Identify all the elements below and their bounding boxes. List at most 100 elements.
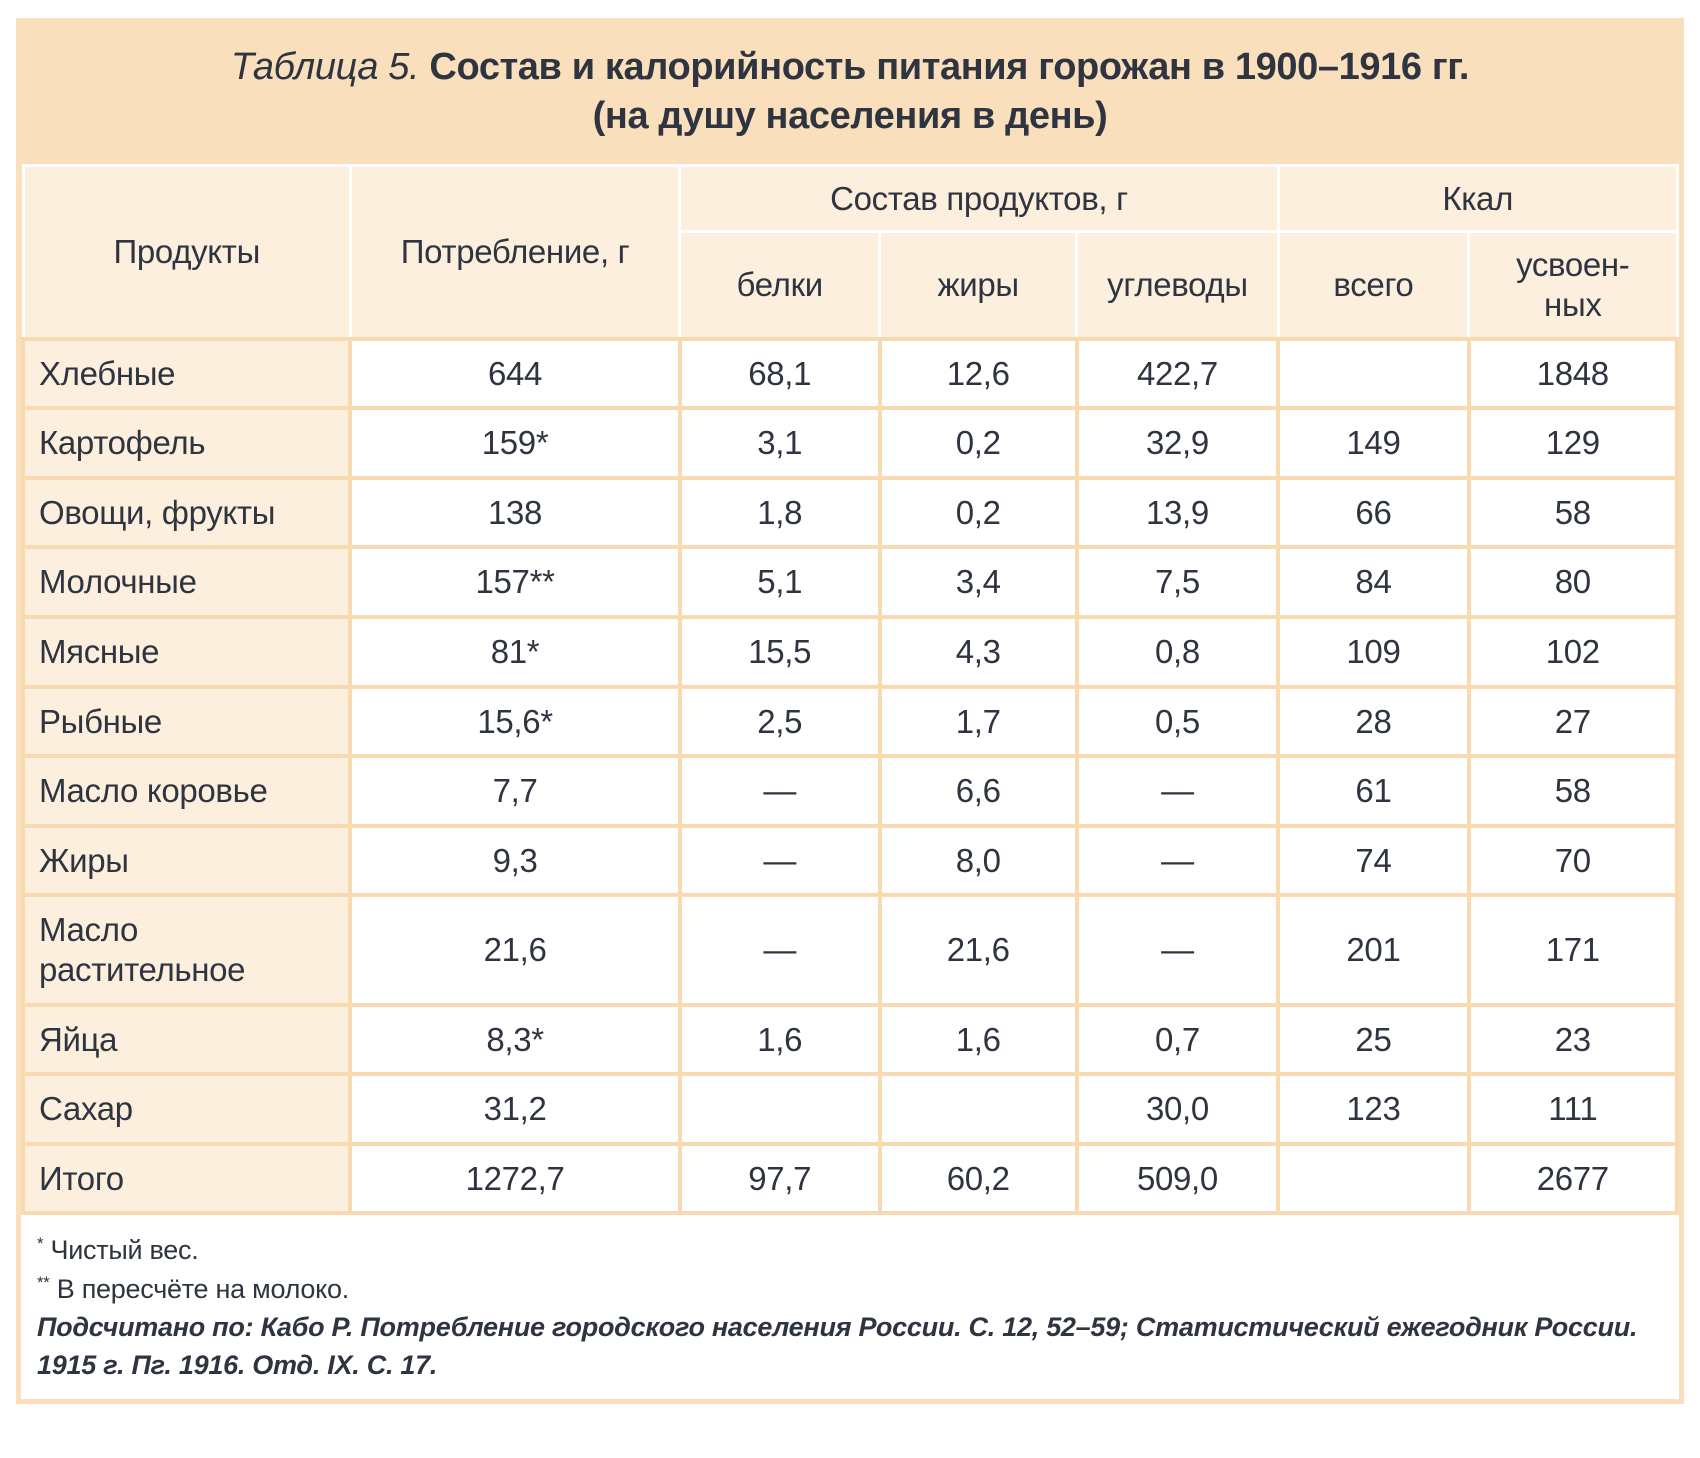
cell-consumption: 31,2 — [348, 1072, 682, 1146]
cell-consumption: 157** — [348, 545, 682, 619]
header-carbs: углеводы — [1075, 230, 1280, 341]
cell-product: Хлебные — [20, 336, 353, 411]
cell-kcal-absorbed: 171 — [1466, 893, 1680, 1007]
cell-fats: 60,2 — [877, 1141, 1079, 1216]
cell-carbs: 32,9 — [1074, 406, 1281, 480]
cell-kcal-total: 28 — [1276, 684, 1471, 759]
cell-kcal-total — [1276, 336, 1471, 411]
cell-consumption: 15,6* — [348, 684, 682, 759]
footnote-marker: * — [37, 1234, 44, 1254]
cell-carbs: 0,8 — [1074, 614, 1281, 689]
cell-fats: 12,6 — [877, 336, 1079, 411]
header-products: Продукты — [21, 163, 352, 341]
table-card: Таблица 5. Состав и калорийность питания… — [16, 18, 1684, 1404]
cell-proteins: 15,5 — [677, 614, 882, 689]
cell-kcal-total: 109 — [1276, 614, 1471, 689]
footnote-milk-equivalent: ** В пересчёте на молоко. — [37, 1270, 1663, 1308]
table-row: Картофель 159* 3,1 0,2 32,9 149 129 — [20, 406, 1680, 480]
header-composition-group: Состав продуктов, г — [678, 163, 1280, 234]
table-row: Итого 1272,7 97,7 60,2 509,0 2677 — [20, 1141, 1680, 1216]
table-row: Хлебные 644 68,1 12,6 422,7 1848 — [20, 336, 1680, 411]
cell-carbs: 30,0 — [1074, 1072, 1281, 1146]
cell-carbs: — — [1074, 893, 1281, 1007]
cell-consumption: 138 — [348, 475, 682, 550]
cell-proteins: 2,5 — [677, 684, 882, 759]
cell-kcal-absorbed: 102 — [1466, 614, 1680, 689]
cell-fats: 21,6 — [877, 893, 1079, 1007]
cell-carbs: 509,0 — [1074, 1141, 1281, 1216]
cell-consumption: 1272,7 — [348, 1141, 682, 1216]
cell-proteins: — — [677, 823, 882, 898]
cell-kcal-absorbed: 70 — [1466, 823, 1680, 898]
header-row-groups: Продукты Потребление, г Состав продуктов… — [21, 163, 1679, 341]
cell-carbs: 13,9 — [1074, 475, 1281, 550]
cell-kcal-total: 201 — [1276, 893, 1471, 1007]
cell-fats: 0,2 — [877, 406, 1079, 480]
table-number: Таблица 5. — [230, 46, 420, 88]
table-row: Рыбные 15,6* 2,5 1,7 0,5 28 27 — [20, 684, 1680, 759]
cell-carbs: 0,5 — [1074, 684, 1281, 759]
cell-product: Сахар — [20, 1072, 353, 1146]
cell-product: Итого — [20, 1141, 353, 1216]
cell-kcal-absorbed: 58 — [1466, 754, 1680, 828]
cell-kcal-total: 74 — [1276, 823, 1471, 898]
cell-fats: 3,4 — [877, 545, 1079, 619]
cell-kcal-total: 25 — [1276, 1002, 1471, 1077]
footnote-marker: ** — [37, 1272, 50, 1292]
table-row: Яйца 8,3* 1,6 1,6 0,7 25 23 — [20, 1002, 1680, 1077]
cell-consumption: 8,3* — [348, 1002, 682, 1077]
cell-fats: 4,3 — [877, 614, 1079, 689]
cell-proteins — [677, 1072, 882, 1146]
table-row: Сахар 31,2 30,0 123 111 — [20, 1072, 1680, 1146]
cell-carbs: 0,7 — [1074, 1002, 1281, 1077]
cell-product: Мясные — [20, 614, 353, 689]
cell-proteins: 3,1 — [677, 406, 882, 480]
cell-fats: 6,6 — [877, 754, 1079, 828]
cell-kcal-total: 84 — [1276, 545, 1471, 619]
cell-carbs: 422,7 — [1074, 336, 1281, 411]
cell-kcal-total: 61 — [1276, 754, 1471, 828]
cell-consumption: 7,7 — [348, 754, 682, 828]
cell-kcal-absorbed: 2677 — [1466, 1141, 1680, 1216]
cell-carbs: 7,5 — [1074, 545, 1281, 619]
cell-product: Молочные — [20, 545, 353, 619]
cell-kcal-total — [1276, 1141, 1471, 1216]
cell-proteins: 1,8 — [677, 475, 882, 550]
cell-consumption: 644 — [348, 336, 682, 411]
cell-proteins: 1,6 — [677, 1002, 882, 1077]
cell-fats: 0,2 — [877, 475, 1079, 550]
header-proteins: белки — [678, 230, 882, 341]
cell-product: Картофель — [20, 406, 353, 480]
cell-kcal-absorbed: 1848 — [1466, 336, 1680, 411]
nutrition-table: Продукты Потребление, г Состав продуктов… — [20, 163, 1680, 1216]
cell-fats — [877, 1072, 1079, 1146]
cell-carbs: — — [1074, 754, 1281, 828]
cell-kcal-total: 123 — [1276, 1072, 1471, 1146]
cell-proteins: — — [677, 754, 882, 828]
cell-fats: 8,0 — [877, 823, 1079, 898]
cell-product: Овощи, фрукты — [20, 475, 353, 550]
cell-product: Рыбные — [20, 684, 353, 759]
table-heading: Состав и калорийность питания горожан в … — [429, 46, 1470, 88]
cell-kcal-total: 149 — [1276, 406, 1471, 480]
cell-kcal-absorbed: 111 — [1466, 1072, 1680, 1146]
cell-consumption: 21,6 — [348, 893, 682, 1007]
header-consumption: Потребление, г — [348, 163, 682, 341]
cell-carbs: — — [1074, 823, 1281, 898]
cell-kcal-absorbed: 80 — [1466, 545, 1680, 619]
cell-consumption: 159* — [348, 406, 682, 480]
footnotes-panel: * Чистый вес. ** В пересчёте на молоко. … — [21, 1215, 1679, 1399]
cell-proteins: 5,1 — [677, 545, 882, 619]
table-title: Таблица 5. Состав и калорийность питания… — [21, 23, 1679, 164]
header-kcal-total: всего — [1276, 230, 1471, 341]
cell-consumption: 81* — [348, 614, 682, 689]
cell-consumption: 9,3 — [348, 823, 682, 898]
cell-kcal-total: 66 — [1276, 475, 1471, 550]
table-row: Масло растительное 21,6—21,6—201 171 — [20, 893, 1680, 1007]
table-row: Молочные 157** 5,1 3,4 7,5 84 80 — [20, 545, 1680, 619]
cell-product: Яйца — [20, 1002, 353, 1077]
header-kcal-group: Ккал — [1276, 163, 1679, 234]
table-body: Хлебные 644 68,1 12,6 422,7 1848 Картофель 159*… — [20, 336, 1680, 1216]
table-row: Мясные 81* 15,5 4,3 0,8 109 102 — [20, 614, 1680, 689]
